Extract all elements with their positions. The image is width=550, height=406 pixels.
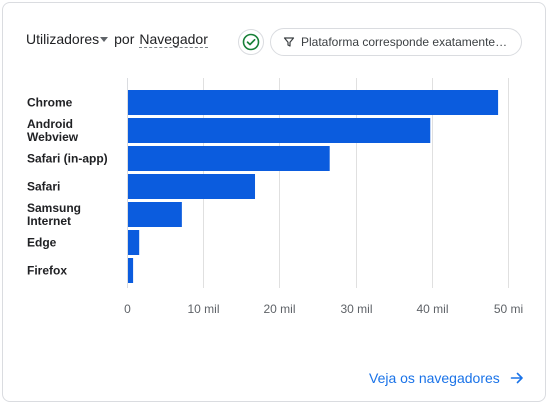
check-circle-icon xyxy=(242,33,260,51)
arrow-right-icon xyxy=(510,372,523,384)
category-label-line: Chrome xyxy=(27,96,73,110)
category-label-line: Webview xyxy=(27,130,79,144)
bar xyxy=(127,202,182,227)
category-label: Firefox xyxy=(27,264,67,278)
bar xyxy=(127,174,256,199)
by-label: por xyxy=(114,31,135,47)
x-tick-label: 50 mi xyxy=(494,302,523,316)
bar xyxy=(127,90,499,115)
chart-card xyxy=(2,2,546,402)
metric-label: Utilizadores xyxy=(26,31,100,47)
bar xyxy=(127,146,330,171)
x-tick-label: 30 mil xyxy=(340,302,372,316)
caret-down-icon xyxy=(100,36,109,42)
category-label-line: Samsung xyxy=(27,201,81,215)
x-tick-label: 0 xyxy=(124,302,131,316)
x-tick-label: 10 mil xyxy=(187,302,219,316)
category-label-line: Safari xyxy=(27,180,60,194)
category-label: Safari xyxy=(27,180,60,194)
see-browsers-link[interactable]: Veja os navegadores xyxy=(369,370,524,386)
filter-status-button[interactable] xyxy=(238,29,264,55)
category-label: Edge xyxy=(27,236,57,250)
category-label-line: Internet xyxy=(27,214,71,228)
metric-selector[interactable]: Utilizadores xyxy=(26,31,109,47)
bar xyxy=(127,258,134,283)
bar xyxy=(127,230,140,255)
category-label-line: Safari (in-app) xyxy=(27,152,108,166)
category-label: Samsung Internet xyxy=(27,201,81,228)
category-label: Android Webview xyxy=(27,117,79,144)
filter-label: Plataforma corresponde exatamente… xyxy=(301,35,508,49)
category-label: Safari (in-app) xyxy=(27,152,108,166)
category-label: Chrome xyxy=(27,96,73,110)
category-label-line: Android xyxy=(27,117,73,131)
chart-header: Utilizadores por Navegador xyxy=(26,29,208,49)
category-label-line: Edge xyxy=(27,236,57,250)
dimension-selector[interactable]: Navegador xyxy=(139,30,208,48)
category-label-line: Firefox xyxy=(27,264,67,278)
filter-chip[interactable]: Plataforma corresponde exatamente… xyxy=(270,28,522,56)
filter-icon xyxy=(283,37,295,47)
bar xyxy=(127,118,431,143)
x-tick-label: 40 mil xyxy=(416,302,448,316)
see-browsers-label: Veja os navegadores xyxy=(369,370,500,386)
x-tick-label: 20 mil xyxy=(263,302,295,316)
